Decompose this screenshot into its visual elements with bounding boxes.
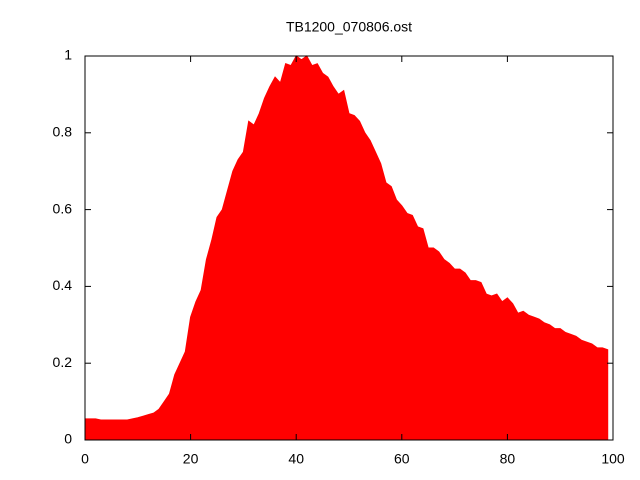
y-tick-label: 0.2 bbox=[53, 354, 73, 370]
x-tick-label: 60 bbox=[394, 451, 410, 467]
y-tick-label: 0.6 bbox=[53, 200, 73, 216]
x-tick-label: 100 bbox=[601, 451, 625, 467]
plot-border bbox=[84, 55, 614, 441]
y-tick-label: 1 bbox=[64, 47, 72, 63]
x-tick-label: 80 bbox=[500, 451, 516, 467]
chart-title: TB1200_070806.ost bbox=[286, 19, 412, 35]
x-tick-label: 40 bbox=[288, 451, 304, 467]
y-tick-label: 0.8 bbox=[53, 124, 73, 140]
y-tick-label: 0.4 bbox=[53, 277, 73, 293]
area bbox=[84, 55, 609, 441]
y-tick-label: 0 bbox=[64, 431, 72, 447]
x-tick-label: 20 bbox=[183, 451, 199, 467]
x-tick-label: 0 bbox=[81, 451, 89, 467]
